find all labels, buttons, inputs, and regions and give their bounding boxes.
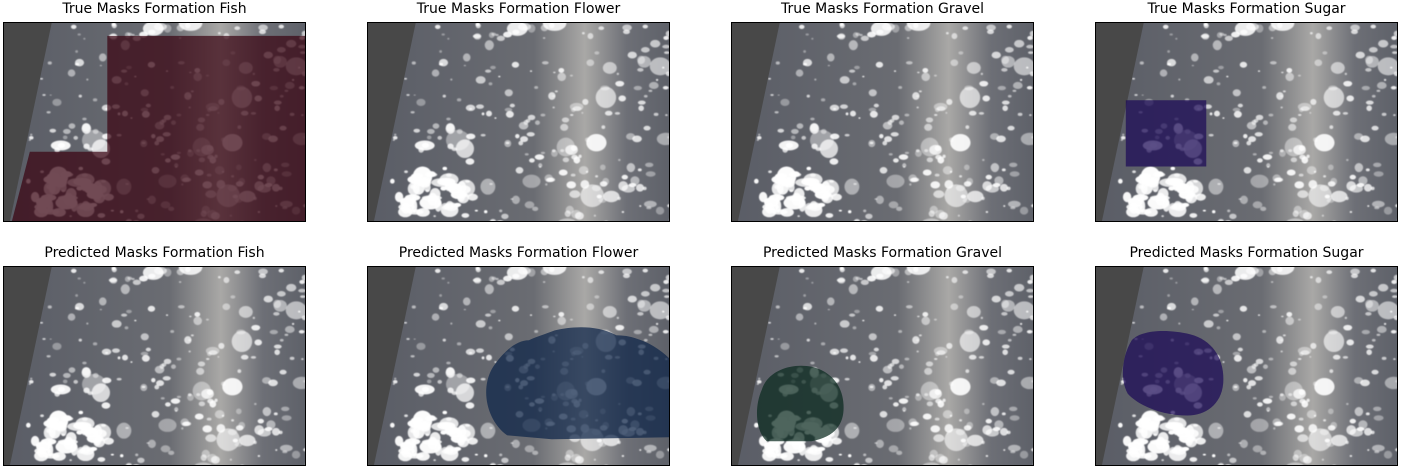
segmentation-mask <box>1122 330 1224 416</box>
satellite-image <box>4 267 305 465</box>
image-panel-true-gravel <box>731 22 1034 222</box>
image-panel-pred-gravel <box>731 266 1034 466</box>
panel-title-pred-fish: Predicted Masks Formation Fish <box>44 245 265 261</box>
panel-title-true-sugar: True Masks Formation Sugar <box>1147 1 1346 17</box>
no-data-region <box>1096 23 1144 221</box>
image-panel-pred-fish <box>3 266 306 466</box>
segmentation-mask <box>756 365 844 442</box>
panel-title-pred-flower: Predicted Masks Formation Flower <box>398 245 639 261</box>
no-data-region <box>368 267 416 465</box>
no-data-region <box>368 23 416 221</box>
segmentation-mask <box>1125 100 1207 167</box>
no-data-region <box>4 23 52 221</box>
panel-title-pred-gravel: Predicted Masks Formation Gravel <box>762 245 1003 261</box>
satellite-image <box>4 23 305 221</box>
image-panel-pred-flower <box>367 266 670 466</box>
image-panel-true-flower <box>367 22 670 222</box>
panel-title-true-gravel: True Masks Formation Gravel <box>780 1 985 17</box>
image-panel-true-fish <box>3 22 306 222</box>
image-panel-pred-sugar <box>1095 266 1398 466</box>
satellite-image <box>368 267 669 465</box>
segmentation-mask <box>11 35 305 221</box>
panel-title-true-fish: True Masks Formation Fish <box>62 1 247 17</box>
satellite-image <box>732 267 1033 465</box>
image-panel-true-sugar <box>1095 22 1398 222</box>
satellite-image <box>732 23 1033 221</box>
satellite-image <box>368 23 669 221</box>
satellite-image <box>1096 23 1397 221</box>
panel-title-pred-sugar: Predicted Masks Formation Sugar <box>1129 245 1364 261</box>
no-data-region <box>4 267 52 465</box>
no-data-region <box>732 23 780 221</box>
satellite-image <box>1096 267 1397 465</box>
no-data-region <box>1096 267 1144 465</box>
segmentation-mask <box>486 327 669 440</box>
no-data-region <box>732 267 780 465</box>
panel-title-true-flower: True Masks Formation Flower <box>416 1 621 17</box>
